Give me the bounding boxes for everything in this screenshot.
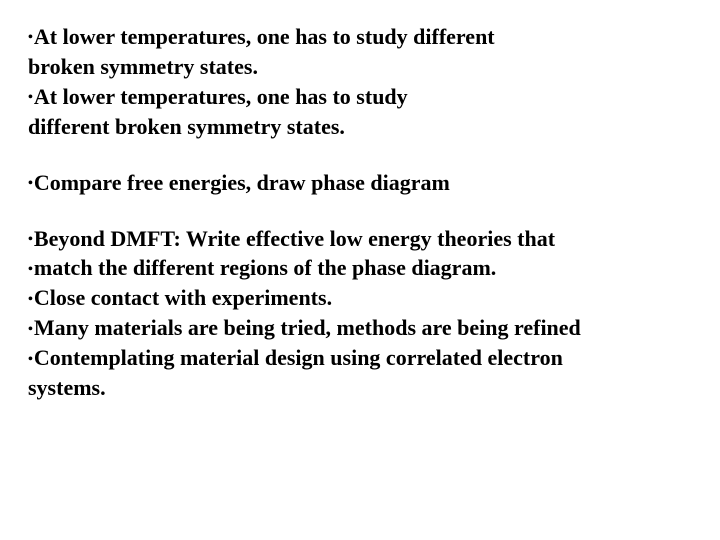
text-line: broken symmetry states. [28,52,686,82]
text-line: •Close contact with experiments. [28,283,686,313]
line-text: broken symmetry states. [28,54,258,79]
line-text: Close contact with experiments. [34,285,332,310]
bullet-icon: • [28,290,33,309]
line-text: Beyond DMFT: Write effective low energy … [34,226,555,251]
bullet-icon: • [28,88,33,107]
line-text: match the different regions of the phase… [34,255,496,280]
line-text: Compare free energies, draw phase diagra… [34,170,450,195]
bullet-icon: • [28,174,33,193]
bullet-icon: • [28,260,33,279]
text-line: •Contemplating material design using cor… [28,343,686,373]
text-block: •Beyond DMFT: Write effective low energy… [28,224,686,403]
text-line: systems. [28,373,686,403]
bullet-icon: • [28,350,33,369]
bullet-icon: • [28,28,33,47]
line-text: Many materials are being tried, methods … [34,315,581,340]
line-text: At lower temperatures, one has to study … [34,24,495,49]
text-line: •At lower temperatures, one has to study… [28,22,686,52]
text-line: •Compare free energies, draw phase diagr… [28,168,686,198]
line-text: systems. [28,375,106,400]
bullet-icon: • [28,320,33,339]
slide-container: •At lower temperatures, one has to study… [0,0,720,540]
bullet-icon: • [28,230,33,249]
line-text: At lower temperatures, one has to study [34,84,408,109]
text-line: different broken symmetry states. [28,112,686,142]
line-text: Contemplating material design using corr… [34,345,563,370]
text-line: •At lower temperatures, one has to study [28,82,686,112]
text-line: •Beyond DMFT: Write effective low energy… [28,224,686,254]
text-line: •Many materials are being tried, methods… [28,313,686,343]
text-block: •At lower temperatures, one has to study… [28,22,686,142]
text-line: •match the different regions of the phas… [28,253,686,283]
text-block: •Compare free energies, draw phase diagr… [28,168,686,198]
line-text: different broken symmetry states. [28,114,345,139]
